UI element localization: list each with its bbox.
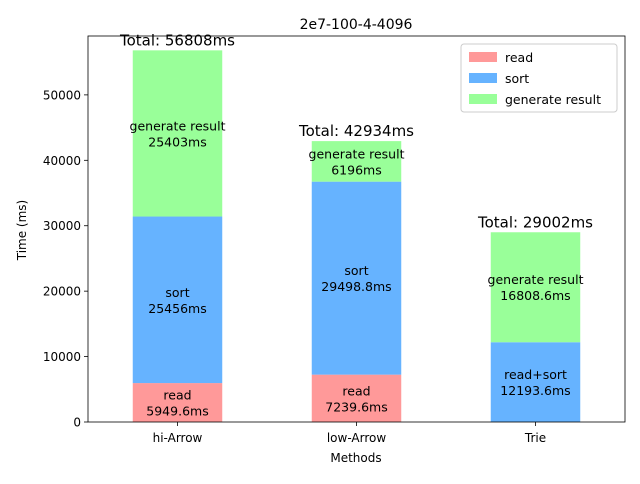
segment-value-label: 29498.8ms <box>321 279 391 294</box>
segment-label: generate result <box>130 118 226 133</box>
bar-segment <box>490 342 581 422</box>
total-label: Total: 56808ms <box>119 31 235 49</box>
bar-segment <box>490 232 581 343</box>
legend-box <box>460 43 618 113</box>
segment-value-label: 6196ms <box>331 162 382 177</box>
legend: read sort generate result <box>460 43 618 113</box>
plot-frame <box>87 35 626 423</box>
y-tick-label: 0 <box>73 416 81 430</box>
segment-value-label: 12193.6ms <box>500 383 570 398</box>
y-tick-label: 30000 <box>43 219 81 233</box>
total-label: Total: 42934ms <box>298 122 414 140</box>
x-tick-label: low-Arrow <box>327 431 387 445</box>
chart-title: 2e7-100-4-4096 <box>300 17 413 33</box>
y-tick-label: 20000 <box>43 285 81 299</box>
segment-label: generate result <box>488 272 584 287</box>
segment-value-label: 16808.6ms <box>500 288 570 303</box>
segment-value-label: 7239.6ms <box>325 399 387 414</box>
segment-label: read+sort <box>504 367 567 382</box>
legend-swatch <box>469 52 497 62</box>
y-tick-label: 40000 <box>43 154 81 168</box>
segment-label: read <box>163 388 191 403</box>
bar-segment <box>132 50 223 217</box>
segment-label: sort <box>165 285 189 300</box>
bar-segment <box>311 181 402 375</box>
segment-value-label: 5949.6ms <box>146 404 208 419</box>
segment-label: sort <box>344 263 368 278</box>
bar-segment <box>132 216 223 384</box>
y-tick-label: 10000 <box>43 350 81 364</box>
bar-segment <box>132 383 223 422</box>
bar-segment <box>311 374 402 422</box>
x-tick-label: hi-Arrow <box>153 431 203 445</box>
legend-swatch <box>469 94 497 104</box>
legend-label: read <box>505 50 533 65</box>
legend-label: sort <box>505 71 529 86</box>
legend-swatch <box>469 73 497 83</box>
legend-label: generate result <box>505 92 601 107</box>
y-tick-label: 50000 <box>43 88 81 102</box>
total-label: Total: 29002ms <box>477 213 593 231</box>
x-axis-label: Methods <box>330 451 381 465</box>
segment-label: read <box>342 383 370 398</box>
segment-value-label: 25403ms <box>148 134 206 149</box>
segment-value-label: 25456ms <box>148 301 206 316</box>
bar-segment <box>311 141 402 182</box>
y-axis-label: Time (ms) <box>15 200 29 262</box>
x-tick-label: Trie <box>524 431 546 445</box>
segment-label: generate result <box>309 146 405 161</box>
